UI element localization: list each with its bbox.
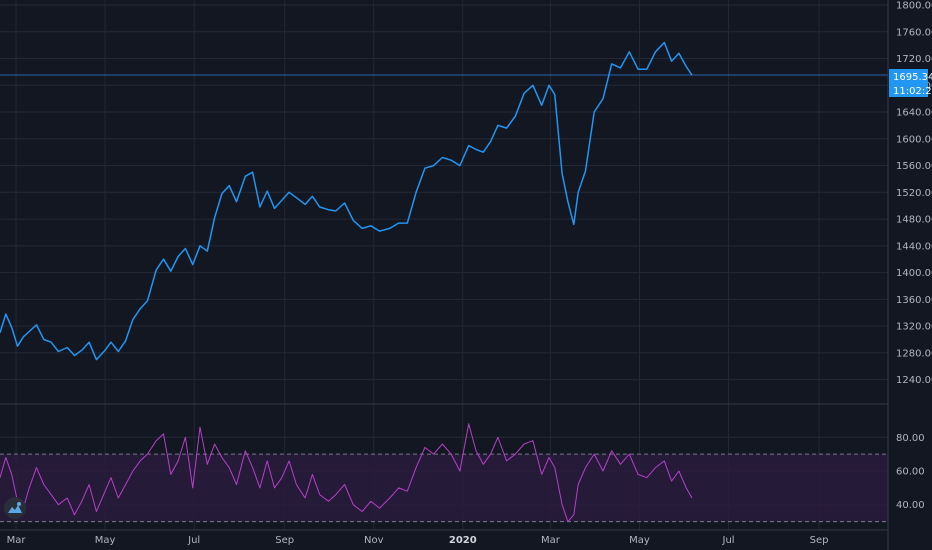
rsi-band-area [0,453,888,523]
time-tick-label: Nov [364,535,384,546]
price-tick-label: 1760.00 [896,27,932,38]
price-tick-label: 1240.00 [896,375,932,386]
price-series-line[interactable] [0,41,693,361]
last-price-value: 1695.34 [893,72,932,83]
price-tick-label: 1640.00 [896,108,932,119]
price-tick-label: 1560.00 [896,161,932,172]
last-price-badge: 1695.34 11:02:28 [889,69,932,97]
time-tick-label: May [629,535,650,546]
price-tick-label: 1360.00 [896,295,932,306]
tradingview-logo-icon [8,502,22,513]
price-tick-label: 1440.00 [896,241,932,252]
last-price-badge-bg [889,69,928,83]
tradingview-logo-button[interactable] [4,497,26,519]
countdown-badge-bg [889,83,928,97]
rsi-tick-label: 80.00 [896,433,925,444]
time-tick-label: Mar [541,535,561,546]
grid-lines [0,0,888,530]
rsi-tick-label: 40.00 [896,500,925,511]
price-tick-label: 1520.00 [896,188,932,199]
time-tick-label: Mar [7,535,27,546]
time-scale[interactable]: Mar May Jul Sep Nov 2020 Mar May Jul Sep [7,535,829,546]
rsi-series-line[interactable] [0,423,693,523]
time-tick-label: Sep [275,535,294,546]
time-tick-label: Jul [722,535,735,546]
time-tick-label: Jul [187,535,200,546]
price-tick-label: 1480.00 [896,215,932,226]
price-tick-label: 1720.00 [896,54,932,65]
price-tick-label: 1800.00 [896,1,932,12]
price-tick-label: 1280.00 [896,348,932,359]
rsi-tick-label: 60.00 [896,467,925,478]
time-tick-label: May [95,535,116,546]
time-tick-label: Sep [810,535,829,546]
price-tick-label: 1600.00 [896,134,932,145]
rsi-band-fill [0,454,888,522]
price-tick-label: 1320.00 [896,322,932,333]
time-tick-label: 2020 [449,535,477,546]
bar-countdown: 11:02:28 [893,86,932,97]
series-layer [0,41,888,523]
price-tick-label: 1400.00 [896,268,932,279]
